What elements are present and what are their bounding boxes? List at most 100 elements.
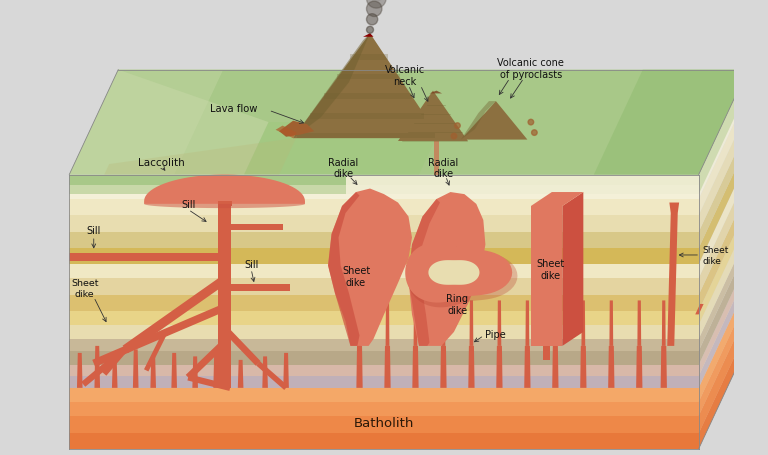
Polygon shape: [406, 243, 512, 303]
Polygon shape: [186, 340, 227, 380]
Polygon shape: [276, 126, 296, 139]
Polygon shape: [346, 325, 699, 339]
Polygon shape: [594, 71, 748, 175]
Polygon shape: [440, 346, 447, 388]
Text: Sill: Sill: [87, 226, 101, 236]
Polygon shape: [699, 111, 748, 233]
Polygon shape: [346, 233, 699, 248]
Polygon shape: [69, 233, 699, 248]
Polygon shape: [414, 301, 417, 346]
Polygon shape: [699, 246, 748, 365]
Polygon shape: [69, 388, 699, 409]
Circle shape: [366, 27, 373, 34]
Polygon shape: [346, 295, 699, 311]
Polygon shape: [69, 71, 748, 175]
Polygon shape: [637, 301, 641, 346]
Polygon shape: [412, 346, 419, 388]
Polygon shape: [69, 295, 699, 311]
Text: Ring
dike: Ring dike: [446, 293, 468, 315]
Polygon shape: [544, 346, 551, 360]
Text: Sheet
dike: Sheet dike: [702, 246, 729, 265]
Text: Radial
dike: Radial dike: [328, 157, 359, 179]
Polygon shape: [171, 353, 177, 388]
Polygon shape: [77, 353, 82, 388]
Polygon shape: [350, 55, 388, 61]
Polygon shape: [69, 433, 699, 449]
Text: Sill: Sill: [181, 199, 195, 209]
Polygon shape: [293, 34, 370, 139]
Polygon shape: [346, 339, 699, 351]
Polygon shape: [468, 346, 475, 388]
Polygon shape: [699, 272, 748, 388]
Polygon shape: [69, 175, 699, 195]
Polygon shape: [699, 311, 748, 433]
Circle shape: [455, 123, 460, 129]
Polygon shape: [328, 189, 412, 346]
Polygon shape: [123, 276, 227, 354]
Polygon shape: [670, 203, 679, 213]
Polygon shape: [69, 200, 699, 216]
Polygon shape: [69, 216, 699, 233]
Polygon shape: [346, 123, 723, 175]
Polygon shape: [398, 91, 468, 142]
Polygon shape: [244, 123, 443, 175]
Polygon shape: [442, 301, 445, 346]
Polygon shape: [660, 346, 667, 388]
Polygon shape: [81, 347, 127, 387]
Polygon shape: [554, 301, 558, 346]
Polygon shape: [346, 248, 699, 264]
Polygon shape: [293, 34, 440, 139]
Polygon shape: [667, 213, 677, 346]
Polygon shape: [102, 348, 127, 376]
Circle shape: [366, 0, 390, 1]
Polygon shape: [498, 301, 502, 346]
Polygon shape: [409, 192, 485, 346]
Circle shape: [366, 2, 382, 17]
Polygon shape: [695, 304, 703, 315]
Polygon shape: [580, 346, 587, 388]
Polygon shape: [69, 311, 699, 325]
Polygon shape: [581, 301, 585, 346]
Polygon shape: [409, 200, 440, 346]
Polygon shape: [699, 71, 748, 200]
Polygon shape: [283, 353, 289, 388]
Polygon shape: [69, 175, 699, 186]
Polygon shape: [699, 234, 748, 351]
Polygon shape: [222, 326, 260, 366]
Polygon shape: [699, 283, 748, 402]
Polygon shape: [525, 346, 531, 388]
Polygon shape: [531, 192, 584, 207]
Circle shape: [528, 120, 534, 126]
Polygon shape: [346, 311, 699, 325]
Text: Pipe: Pipe: [485, 329, 506, 339]
Polygon shape: [187, 374, 231, 391]
Polygon shape: [699, 207, 748, 325]
Polygon shape: [608, 346, 614, 388]
Polygon shape: [429, 91, 442, 94]
Polygon shape: [69, 71, 223, 175]
Polygon shape: [94, 346, 100, 388]
Polygon shape: [69, 278, 699, 295]
Polygon shape: [238, 360, 243, 388]
Polygon shape: [346, 278, 699, 295]
Polygon shape: [144, 204, 305, 209]
Polygon shape: [434, 142, 439, 175]
Polygon shape: [429, 261, 479, 285]
Polygon shape: [636, 346, 642, 388]
Polygon shape: [69, 376, 699, 388]
Polygon shape: [337, 75, 399, 80]
Text: Volcanic
neck: Volcanic neck: [385, 65, 425, 87]
Polygon shape: [552, 346, 558, 388]
Polygon shape: [231, 224, 283, 231]
Polygon shape: [69, 71, 269, 175]
Circle shape: [451, 134, 457, 140]
Polygon shape: [218, 207, 231, 388]
Circle shape: [366, 0, 386, 9]
Polygon shape: [699, 71, 748, 195]
Polygon shape: [263, 357, 268, 388]
Polygon shape: [662, 301, 666, 346]
Polygon shape: [525, 301, 529, 346]
Text: Radial
dike: Radial dike: [429, 157, 458, 179]
Polygon shape: [69, 248, 699, 264]
Polygon shape: [699, 283, 748, 402]
